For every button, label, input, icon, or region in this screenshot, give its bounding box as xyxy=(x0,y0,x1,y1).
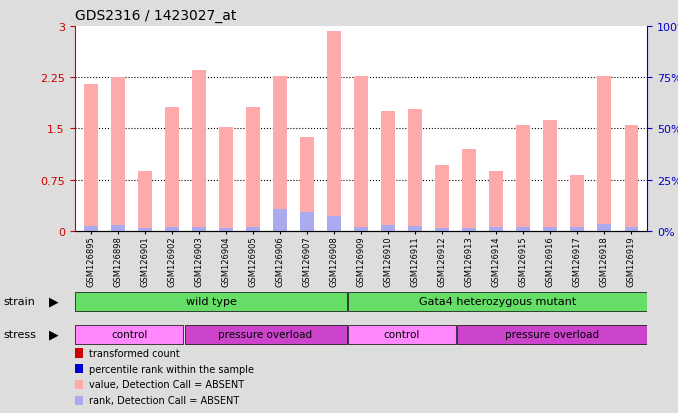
Bar xyxy=(435,165,449,231)
Bar xyxy=(408,226,422,231)
Bar xyxy=(544,121,557,231)
Bar xyxy=(219,128,233,231)
Text: GDS2316 / 1423027_at: GDS2316 / 1423027_at xyxy=(75,9,236,23)
Bar xyxy=(138,228,152,231)
Bar xyxy=(570,176,584,231)
Bar xyxy=(355,227,367,231)
Bar xyxy=(490,228,503,231)
Bar xyxy=(462,150,476,231)
Bar xyxy=(246,228,260,231)
Bar xyxy=(348,325,456,344)
Bar xyxy=(246,107,260,231)
Bar xyxy=(273,76,287,231)
Bar xyxy=(624,126,638,231)
Bar xyxy=(192,228,205,231)
Text: stress: stress xyxy=(3,330,36,339)
Bar xyxy=(458,325,647,344)
Text: percentile rank within the sample: percentile rank within the sample xyxy=(89,364,254,374)
Bar xyxy=(597,225,611,231)
Text: pressure overload: pressure overload xyxy=(505,330,599,339)
Bar xyxy=(75,325,183,344)
Bar xyxy=(84,85,98,231)
Bar xyxy=(300,137,314,231)
Bar xyxy=(381,225,395,231)
Text: control: control xyxy=(384,330,420,339)
Bar xyxy=(300,213,314,231)
Bar xyxy=(408,110,422,231)
Text: control: control xyxy=(111,330,147,339)
Bar xyxy=(138,171,152,231)
Text: pressure overload: pressure overload xyxy=(218,330,313,339)
Bar xyxy=(84,226,98,231)
Text: value, Detection Call = ABSENT: value, Detection Call = ABSENT xyxy=(89,380,244,389)
Bar xyxy=(327,32,341,231)
Bar xyxy=(192,71,205,231)
Bar xyxy=(165,107,178,231)
Text: ▶: ▶ xyxy=(49,295,58,308)
Bar xyxy=(462,228,476,231)
Bar xyxy=(355,76,367,231)
Bar xyxy=(184,325,346,344)
Bar xyxy=(165,228,178,231)
Bar xyxy=(597,76,611,231)
Text: rank, Detection Call = ABSENT: rank, Detection Call = ABSENT xyxy=(89,395,239,405)
Text: ▶: ▶ xyxy=(49,328,58,341)
Bar xyxy=(490,171,503,231)
Bar xyxy=(111,225,125,231)
Text: transformed count: transformed count xyxy=(89,348,180,358)
Text: wild type: wild type xyxy=(186,297,237,306)
Bar xyxy=(219,228,233,231)
Bar xyxy=(517,228,530,231)
Bar xyxy=(570,227,584,231)
Bar xyxy=(381,112,395,231)
Bar xyxy=(75,292,346,311)
Text: strain: strain xyxy=(3,297,35,306)
Bar xyxy=(327,216,341,231)
Bar xyxy=(624,228,638,231)
Bar xyxy=(111,78,125,231)
Bar xyxy=(348,292,647,311)
Bar xyxy=(435,228,449,231)
Bar xyxy=(544,228,557,231)
Bar xyxy=(517,126,530,231)
Text: Gata4 heterozygous mutant: Gata4 heterozygous mutant xyxy=(419,297,576,306)
Bar xyxy=(273,209,287,231)
